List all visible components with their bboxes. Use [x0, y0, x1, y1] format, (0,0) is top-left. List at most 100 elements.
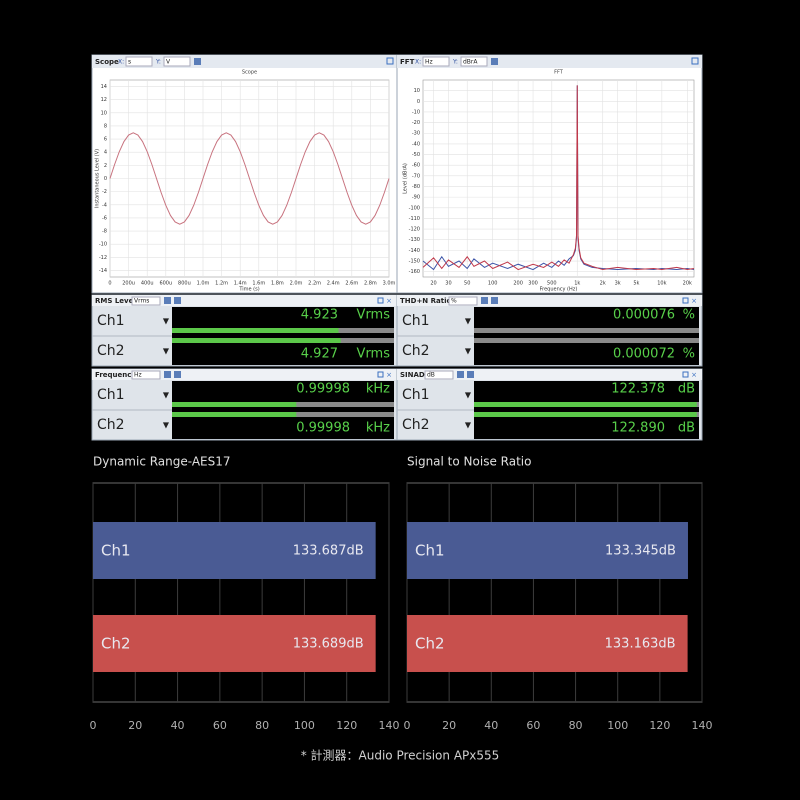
meter-header [397, 369, 702, 380]
plot-title: Scope [242, 70, 257, 76]
unit-dropdown-value: Hz [134, 372, 142, 379]
field-label: X: [415, 59, 421, 66]
y-tick-label: -90 [412, 195, 420, 201]
bar [93, 522, 376, 579]
y-tick-label: 14 [101, 84, 107, 90]
close-icon[interactable]: × [691, 297, 697, 305]
unit-dropdown[interactable] [424, 370, 454, 380]
plot-title: FFT [554, 70, 564, 76]
settings-icon[interactable] [194, 58, 201, 65]
dropdown[interactable] [163, 56, 191, 67]
meter-header [397, 295, 702, 306]
x-tick-label: 100 [294, 719, 315, 732]
x-tick-label: 2.4m [327, 281, 340, 287]
y-tick-label: -50 [412, 152, 420, 158]
dropdown[interactable] [125, 56, 153, 67]
reading-value: 0.99998 [296, 382, 350, 397]
channel-dropdown-arrow[interactable]: ▼ [163, 347, 170, 356]
channel-dropdown-arrow[interactable]: ▼ [163, 421, 170, 430]
x-tick-label: 140 [692, 719, 713, 732]
field-label: X: [118, 59, 124, 66]
y-tick-label: -100 [409, 205, 420, 211]
unit-dropdown[interactable] [131, 370, 161, 380]
channel-label: Ch1 [97, 387, 125, 403]
level-bar [172, 412, 297, 417]
y-tick-label: -10 [412, 109, 420, 115]
x-tick-label: 1.4m [234, 281, 247, 287]
close-icon[interactable]: × [691, 371, 697, 379]
dropdown[interactable] [422, 56, 450, 67]
close-icon[interactable]: × [386, 297, 392, 305]
expand-icon[interactable] [377, 297, 384, 304]
unit-dropdown[interactable] [131, 296, 161, 306]
meter-display [172, 381, 394, 439]
y-tick-label: -70 [412, 173, 420, 179]
x-tick-label: 60 [213, 719, 227, 732]
x-tick-label: 3.0m [383, 281, 396, 287]
channel-dropdown-arrow[interactable]: ▼ [163, 391, 170, 400]
x-axis-label: Frequency (Hz) [540, 287, 578, 293]
dropdown-value: Hz [425, 59, 433, 66]
y-tick-label: -12 [99, 255, 107, 261]
channel-dropdown-arrow[interactable]: ▼ [465, 317, 472, 326]
bar [407, 615, 688, 672]
unit-dropdown[interactable] [448, 296, 478, 306]
reading-unit: dB [678, 382, 695, 397]
expand-icon[interactable] [682, 371, 689, 378]
y-tick-label: 6 [104, 137, 107, 143]
x-tick-label: 1.2m [215, 281, 228, 287]
expand-icon[interactable] [682, 297, 689, 304]
value-label: 133.163dB [605, 637, 676, 652]
reading-unit: dB [678, 421, 695, 436]
meter-title: Frequency [95, 371, 136, 379]
settings-icon[interactable] [491, 58, 498, 65]
x-tick-label: 1.6m [252, 281, 265, 287]
x-tick-label: 50 [464, 281, 470, 287]
category-label: Ch2 [415, 635, 445, 653]
close-icon[interactable]: × [386, 371, 392, 379]
y-tick-label: -130 [409, 237, 420, 243]
category-label: Ch1 [101, 542, 131, 560]
settings-icon[interactable] [457, 371, 464, 378]
channel-dropdown-arrow[interactable]: ▼ [465, 421, 472, 430]
y-tick-label: 4 [104, 150, 107, 156]
settings-icon[interactable] [164, 371, 171, 378]
x-tick-label: 2k [600, 281, 606, 287]
field-label: Y: [452, 59, 458, 66]
x-tick-label: 140 [379, 719, 400, 732]
y-tick-label: -30 [412, 131, 420, 137]
expand-icon[interactable] [691, 57, 699, 65]
channel-dropdown-arrow[interactable]: ▼ [465, 347, 472, 356]
reading-value: 0.000072 [613, 347, 675, 362]
x-tick-label: 80 [569, 719, 583, 732]
category-label: Ch1 [415, 542, 445, 560]
y-tick-label: -6 [102, 215, 107, 221]
panel-title: Scope [95, 58, 119, 66]
x-tick-label: 60 [526, 719, 540, 732]
y-tick-label: -110 [409, 216, 420, 222]
reading-value: 0.99998 [296, 421, 350, 436]
value-label: 133.687dB [293, 544, 364, 559]
reading-unit: % [683, 308, 695, 323]
channel-dropdown-arrow[interactable]: ▼ [163, 317, 170, 326]
level-bar [172, 338, 341, 343]
reading-unit: Vrms [357, 308, 391, 323]
settings-icon[interactable] [491, 297, 498, 304]
channel-label: Ch2 [402, 343, 430, 359]
channel-dropdown-arrow[interactable]: ▼ [465, 391, 472, 400]
settings-icon[interactable] [467, 371, 474, 378]
channel-label: Ch1 [402, 313, 430, 329]
settings-icon[interactable] [164, 297, 171, 304]
x-tick-label: 200 [513, 281, 523, 287]
x-tick-label: 500 [547, 281, 557, 287]
expand-icon[interactable] [377, 371, 384, 378]
bar [407, 522, 688, 579]
settings-icon[interactable] [174, 371, 181, 378]
settings-icon[interactable] [481, 297, 488, 304]
y-tick-label: -20 [412, 120, 420, 126]
dropdown[interactable] [460, 56, 488, 67]
reading-unit: Vrms [357, 347, 391, 362]
expand-icon[interactable] [386, 57, 394, 65]
x-tick-label: 20k [683, 281, 692, 287]
settings-icon[interactable] [174, 297, 181, 304]
